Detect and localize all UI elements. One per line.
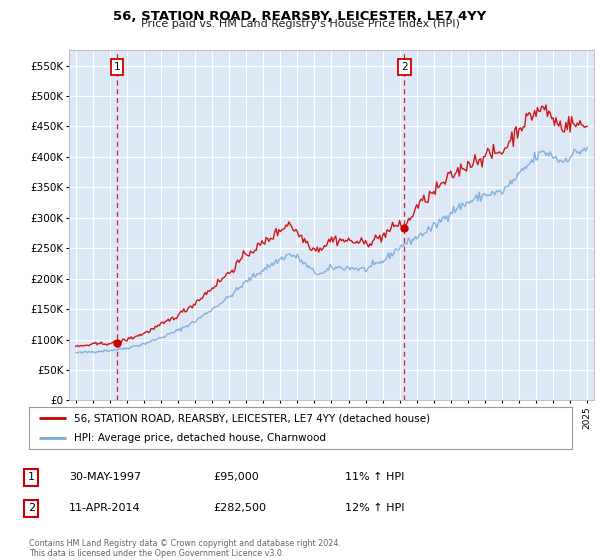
Text: 11% ↑ HPI: 11% ↑ HPI [345,472,404,482]
Text: 11-APR-2014: 11-APR-2014 [69,503,140,514]
Text: HPI: Average price, detached house, Charnwood: HPI: Average price, detached house, Char… [74,433,326,443]
Text: £282,500: £282,500 [213,503,266,514]
Text: Contains HM Land Registry data © Crown copyright and database right 2024.
This d: Contains HM Land Registry data © Crown c… [29,539,341,558]
Text: 12% ↑ HPI: 12% ↑ HPI [345,503,404,514]
Text: 2: 2 [401,62,408,72]
Text: 1: 1 [28,472,35,482]
Text: 30-MAY-1997: 30-MAY-1997 [69,472,141,482]
Text: 2: 2 [28,503,35,514]
Text: 1: 1 [113,62,120,72]
Text: £95,000: £95,000 [213,472,259,482]
Text: 56, STATION ROAD, REARSBY, LEICESTER, LE7 4YY (detached house): 56, STATION ROAD, REARSBY, LEICESTER, LE… [74,413,430,423]
Text: 56, STATION ROAD, REARSBY, LEICESTER, LE7 4YY: 56, STATION ROAD, REARSBY, LEICESTER, LE… [113,10,487,23]
Text: Price paid vs. HM Land Registry's House Price Index (HPI): Price paid vs. HM Land Registry's House … [140,19,460,29]
